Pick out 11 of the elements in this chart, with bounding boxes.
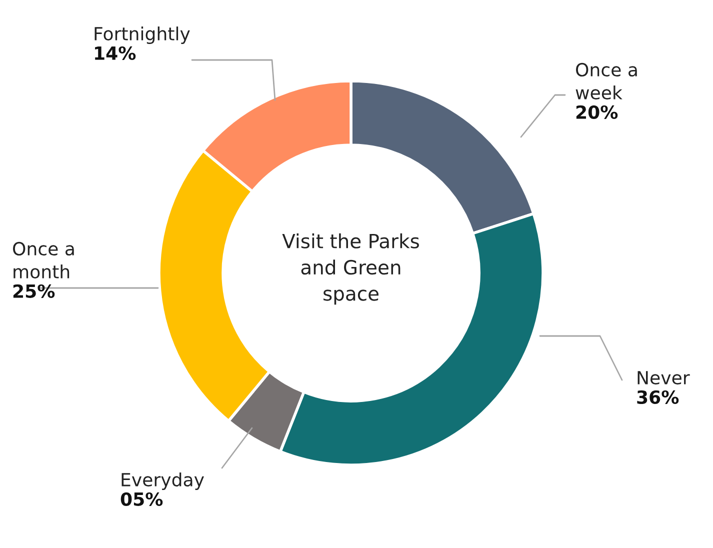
data-label: 20% (576, 105, 618, 119)
text: Visit the Parks and Green space (282, 233, 419, 305)
data-label: 05% (120, 492, 163, 506)
slice-label: Fortnightly (94, 26, 190, 44)
data-label: 25% (13, 284, 55, 298)
slice-label: Never (638, 371, 690, 384)
data-label: 14% (95, 46, 136, 60)
slice-label: Once a month (13, 242, 74, 278)
slice-label: Once a week (576, 62, 637, 100)
data-label: 36% (637, 390, 679, 404)
slice-label: Everyday (122, 472, 204, 490)
